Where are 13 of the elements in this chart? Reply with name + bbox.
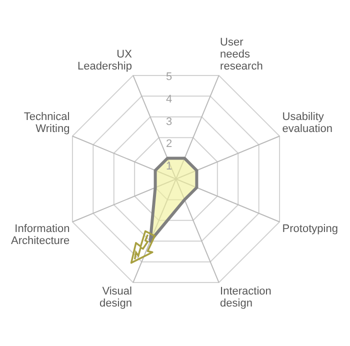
spoke-label: UX Leadership	[78, 48, 133, 73]
y-tick-label: 3	[166, 116, 172, 128]
spoke-label: Visual design	[100, 285, 132, 310]
y-tick-label: 5	[166, 70, 172, 83]
spoke-label: Information Architecture	[10, 223, 70, 248]
spoke-label: Prototyping	[282, 223, 338, 236]
spoke-label: User needs research	[220, 36, 263, 73]
y-tick-label: 1	[166, 160, 172, 173]
spoke-label: Technical Writing	[24, 110, 70, 135]
y-tick-label: 4	[166, 93, 172, 106]
y-tick-label: 2	[166, 138, 172, 150]
spoke-label: Interaction design	[220, 285, 272, 310]
spoke-label: Usability evaluation	[282, 110, 332, 135]
